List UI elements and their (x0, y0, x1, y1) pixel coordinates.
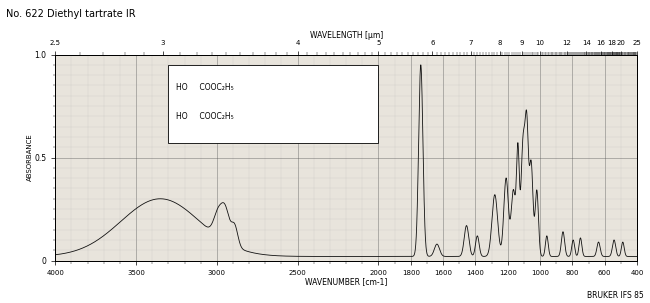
Y-axis label: ABSORBANCE: ABSORBANCE (27, 134, 32, 181)
Bar (168, 65, 378, 143)
X-axis label: WAVENUMBER [cm-1]: WAVENUMBER [cm-1] (305, 277, 387, 286)
Text: BRUKER IFS 85: BRUKER IFS 85 (587, 291, 644, 300)
X-axis label: WAVELENGTH [μm]: WAVELENGTH [μm] (309, 31, 383, 40)
Text: HO     COOC₂H₅: HO COOC₂H₅ (176, 83, 234, 92)
Text: HO     COOC₂H₅: HO COOC₂H₅ (176, 112, 234, 121)
Text: No. 622 Diethyl tartrate IR: No. 622 Diethyl tartrate IR (6, 9, 136, 19)
